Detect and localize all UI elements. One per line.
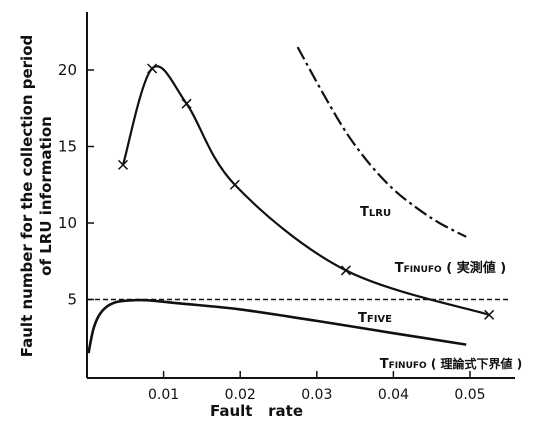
series-layer [87, 46, 509, 354]
x-tick-label: 0.03 [301, 387, 332, 403]
ticks-layer: 5 10 15 20 0.01 0.02 0.03 0.04 0.05 [58, 61, 486, 403]
series-line-1 [296, 46, 467, 238]
data-point-marker [117, 159, 129, 170]
x-tick-label: 0.01 [148, 387, 179, 403]
series-line-2 [121, 65, 490, 316]
tfive-label: TFIVE [358, 311, 392, 326]
data-point-marker [147, 63, 158, 74]
y-tick-label: 5 [67, 291, 77, 309]
markers-layer [117, 63, 495, 320]
x-tick-label: 0.04 [378, 387, 409, 403]
data-point-marker [229, 179, 240, 190]
y-tick-label: 20 [58, 61, 77, 79]
y-axis-title-line2: of LRU information [37, 116, 55, 276]
y-tick-label: 10 [58, 214, 77, 232]
data-point-marker [340, 265, 351, 276]
tfinufo-theory-label: TFINUFO ( 理論式下界値 ) [348, 356, 545, 372]
data-point-marker [181, 98, 192, 109]
x-axis-title: Fault rate [210, 402, 303, 420]
tlru-label: TLRU [360, 205, 391, 220]
x-tick-label: 0.05 [454, 387, 485, 403]
y-tick-label: 15 [58, 138, 77, 156]
data-point-marker [484, 309, 495, 320]
axes-layer [86, 12, 515, 379]
y-axis-title-line1: Fault number for the collection period [18, 35, 36, 357]
series-line-4 [87, 298, 467, 354]
tfinufo-measured-label: TFINUFO ( 実測値 ) [363, 260, 529, 276]
x-tick-label: 0.02 [225, 387, 256, 403]
